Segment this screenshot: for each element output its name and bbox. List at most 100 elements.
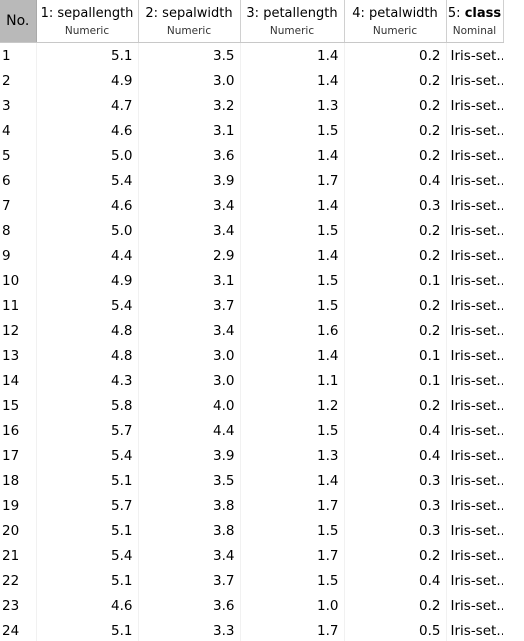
cell-petalwidth[interactable]: 0.4	[344, 168, 447, 193]
cell-petallength[interactable]: 1.0	[240, 593, 345, 618]
cell-class[interactable]: Iris-set...	[450, 297, 504, 314]
row-number[interactable]: 15	[0, 393, 37, 418]
cell-petallength[interactable]: 1.7	[240, 618, 345, 641]
cell-petallength[interactable]: 1.4	[240, 468, 345, 493]
cell-petallength[interactable]: 1.5	[240, 218, 345, 243]
cell-petalwidth[interactable]: 0.2	[344, 593, 447, 618]
cell-class[interactable]: Iris-set...	[450, 97, 504, 114]
cell-class[interactable]: Iris-set...	[450, 597, 504, 614]
cell-petalwidth[interactable]: 0.2	[344, 293, 447, 318]
cell-sepallength[interactable]: 4.9	[36, 68, 139, 93]
cell-sepallength[interactable]: 4.4	[36, 243, 139, 268]
cell-sepalwidth[interactable]: 3.0	[138, 68, 241, 93]
cell-sepallength[interactable]: 5.1	[36, 518, 139, 543]
cell-sepallength[interactable]: 4.7	[36, 93, 139, 118]
cell-sepallength[interactable]: 5.1	[36, 618, 139, 641]
cell-class[interactable]: Iris-set...	[450, 547, 504, 564]
cell-petalwidth[interactable]: 0.4	[344, 568, 447, 593]
cell-sepalwidth[interactable]: 3.5	[138, 468, 241, 493]
cell-petallength[interactable]: 1.4	[240, 193, 345, 218]
cell-petalwidth[interactable]: 0.4	[344, 443, 447, 468]
row-number[interactable]: 19	[0, 493, 37, 518]
cell-petallength[interactable]: 1.1	[240, 368, 345, 393]
cell-petalwidth[interactable]: 0.2	[344, 143, 447, 168]
cell-petallength[interactable]: 1.5	[240, 118, 345, 143]
cell-class[interactable]: Iris-set...	[450, 522, 504, 539]
cell-petalwidth[interactable]: 0.2	[344, 243, 447, 268]
cell-sepallength[interactable]: 5.4	[36, 293, 139, 318]
cell-class[interactable]: Iris-set...	[450, 447, 504, 464]
row-number[interactable]: 13	[0, 343, 37, 368]
cell-sepallength[interactable]: 5.8	[36, 393, 139, 418]
cell-class[interactable]: Iris-set...	[450, 222, 504, 239]
cell-sepallength[interactable]: 5.1	[36, 468, 139, 493]
cell-sepallength[interactable]: 4.8	[36, 318, 139, 343]
cell-class[interactable]: Iris-set...	[450, 622, 504, 639]
cell-sepalwidth[interactable]: 3.6	[138, 143, 241, 168]
row-number[interactable]: 1	[0, 42, 37, 68]
row-number[interactable]: 2	[0, 68, 37, 93]
cell-sepalwidth[interactable]: 2.9	[138, 243, 241, 268]
cell-sepallength[interactable]: 5.7	[36, 418, 139, 443]
cell-class[interactable]: Iris-set...	[450, 372, 504, 389]
cell-petalwidth[interactable]: 0.3	[344, 193, 447, 218]
cell-petalwidth[interactable]: 0.1	[344, 343, 447, 368]
cell-sepallength[interactable]: 4.8	[36, 343, 139, 368]
cell-class[interactable]: Iris-set...	[450, 122, 504, 139]
column-header-petalwidth[interactable]: 4: petalwidth Numeric	[344, 0, 447, 43]
cell-sepalwidth[interactable]: 3.2	[138, 93, 241, 118]
cell-petalwidth[interactable]: 0.2	[344, 218, 447, 243]
cell-petallength[interactable]: 1.3	[240, 93, 345, 118]
cell-sepalwidth[interactable]: 3.8	[138, 493, 241, 518]
cell-sepallength[interactable]: 5.1	[36, 568, 139, 593]
column-header-sepallength[interactable]: 1: sepallength Numeric	[36, 0, 139, 43]
column-header-petallength[interactable]: 3: petallength Numeric	[240, 0, 345, 43]
cell-sepallength[interactable]: 5.0	[36, 143, 139, 168]
cell-class[interactable]: Iris-set...	[450, 272, 504, 289]
cell-sepalwidth[interactable]: 3.5	[138, 42, 241, 68]
cell-class[interactable]: Iris-set...	[450, 197, 504, 214]
cell-sepalwidth[interactable]: 4.4	[138, 418, 241, 443]
cell-sepalwidth[interactable]: 3.8	[138, 518, 241, 543]
cell-petalwidth[interactable]: 0.5	[344, 618, 447, 641]
cell-petallength[interactable]: 1.5	[240, 418, 345, 443]
row-number[interactable]: 18	[0, 468, 37, 493]
row-number[interactable]: 3	[0, 93, 37, 118]
cell-sepalwidth[interactable]: 3.4	[138, 218, 241, 243]
cell-sepalwidth[interactable]: 3.4	[138, 193, 241, 218]
cell-petallength[interactable]: 1.4	[240, 68, 345, 93]
cell-class[interactable]: Iris-set...	[450, 497, 504, 514]
cell-sepalwidth[interactable]: 3.9	[138, 168, 241, 193]
cell-sepallength[interactable]: 5.4	[36, 543, 139, 568]
cell-class[interactable]: Iris-set...	[450, 397, 504, 414]
cell-petalwidth[interactable]: 0.1	[344, 368, 447, 393]
row-number[interactable]: 23	[0, 593, 37, 618]
cell-class[interactable]: Iris-set...	[450, 247, 504, 264]
cell-sepallength[interactable]: 5.4	[36, 168, 139, 193]
row-number[interactable]: 12	[0, 318, 37, 343]
row-number[interactable]: 24	[0, 618, 37, 641]
row-number[interactable]: 11	[0, 293, 37, 318]
cell-sepallength[interactable]: 4.6	[36, 118, 139, 143]
cell-sepallength[interactable]: 5.1	[36, 42, 139, 68]
row-number[interactable]: 9	[0, 243, 37, 268]
cell-class[interactable]: Iris-set...	[450, 572, 504, 589]
cell-petallength[interactable]: 1.4	[240, 343, 345, 368]
cell-sepalwidth[interactable]: 3.4	[138, 318, 241, 343]
cell-sepallength[interactable]: 5.0	[36, 218, 139, 243]
cell-sepallength[interactable]: 4.9	[36, 268, 139, 293]
